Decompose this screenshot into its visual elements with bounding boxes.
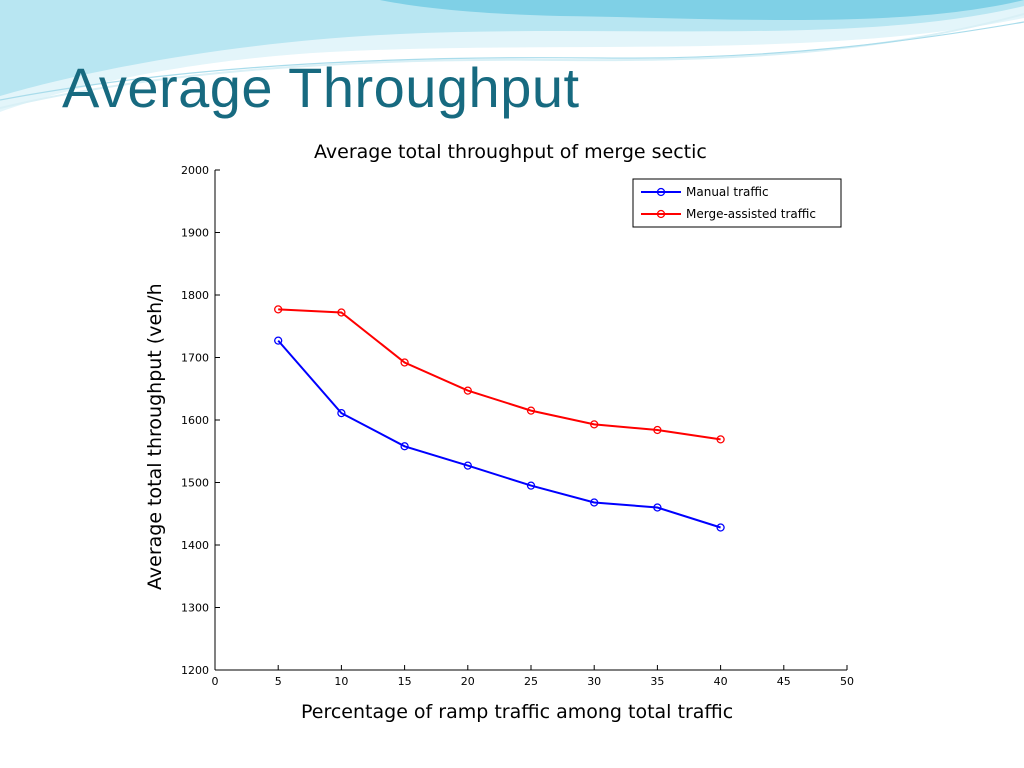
x-tick-label: 0 [212, 675, 219, 688]
data-point [274, 305, 283, 314]
y-axis-title: Average total throughput (veh/h [144, 283, 166, 590]
wave-band-dark [380, 0, 1024, 21]
legend-label: Manual traffic [686, 185, 769, 199]
data-point [526, 406, 536, 415]
series-0 [274, 336, 725, 532]
data-point [463, 461, 472, 470]
data-point [400, 442, 409, 451]
legend-items: Manual traffic Merge-assisted traffic [641, 185, 816, 221]
y-tick-label: 1400 [181, 539, 209, 552]
data-point [653, 425, 662, 435]
series-1 [274, 305, 725, 444]
series-line [277, 339, 721, 529]
x-ticks: 0 5 10 15 20 25 30 35 40 45 50 [212, 665, 854, 688]
legend-swatch-marker [656, 187, 666, 197]
y-axis-title-group: Average total throughput (veh/h [144, 283, 166, 590]
legend: Manual traffic Merge-assisted traffic [632, 178, 842, 228]
data-point [274, 336, 283, 345]
wave-band-mid [0, 0, 1024, 96]
data-point [716, 523, 725, 532]
data-point [590, 498, 599, 507]
x-tick-label: 10 [334, 675, 348, 688]
slide-title: Average Throughput [62, 56, 580, 119]
legend-label: Merge-assisted traffic [686, 207, 816, 221]
x-tick-label: 50 [840, 675, 854, 688]
x-tick-label: 25 [524, 675, 538, 688]
y-tick-label: 1600 [181, 414, 209, 427]
y-tick-label: 1200 [181, 664, 209, 677]
y-tick-label: 1800 [181, 289, 209, 302]
data-point [337, 308, 346, 317]
data-point [400, 358, 409, 367]
x-tick-label: 30 [587, 675, 601, 688]
x-tick-label: 20 [461, 675, 475, 688]
figure-panel [112, 126, 922, 738]
y-tick-label: 2000 [181, 164, 209, 177]
x-tick-label: 15 [398, 675, 412, 688]
data-point [463, 386, 472, 395]
x-axis-title: Percentage of ramp traffic among total t… [301, 701, 733, 723]
y-tick-label: 1500 [181, 477, 209, 490]
legend-swatch-marker [656, 209, 666, 219]
wave-line-2 [0, 21, 1024, 101]
series-layer [274, 305, 725, 532]
y-tick-label: 1700 [181, 352, 209, 365]
data-point [716, 435, 725, 444]
y-tick-label: 1900 [181, 227, 209, 240]
data-point [337, 408, 346, 418]
data-point [653, 503, 662, 512]
x-tick-label: 40 [714, 675, 728, 688]
x-tick-label: 45 [777, 675, 791, 688]
data-point [590, 420, 599, 429]
y-ticks: 1200 1300 1400 1500 1600 1700 1800 1900 2000 [181, 164, 220, 677]
chart-title: Average total throughput of merge sectic [314, 141, 707, 163]
y-tick-label: 1300 [181, 602, 209, 615]
x-tick-label: 5 [275, 675, 282, 688]
legend-box [632, 178, 842, 228]
x-tick-label: 35 [650, 675, 664, 688]
data-point [526, 481, 536, 490]
series-line [278, 308, 721, 441]
